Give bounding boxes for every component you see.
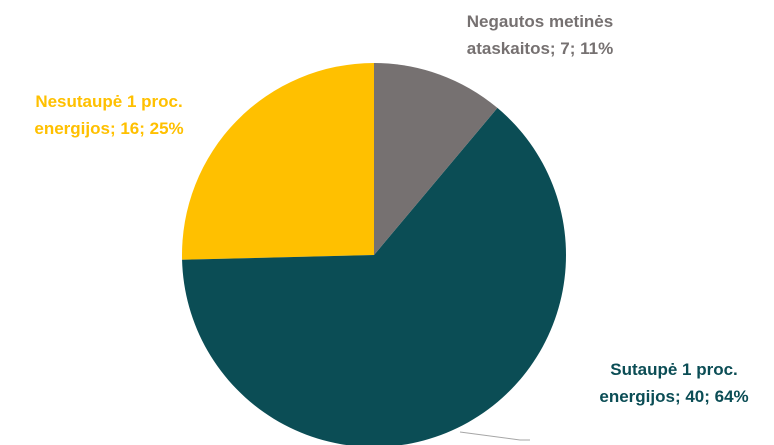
leader-line — [459, 431, 530, 441]
data-label: Negautos metinės ataskaitos; 7; 11% — [466, 12, 614, 58]
data-label: Nesutaupė 1 proc. energijos; 16; 25% — [34, 92, 184, 138]
pie-slice — [374, 63, 498, 255]
pie-slice — [182, 107, 566, 445]
pie-slice — [182, 63, 374, 260]
data-label: Sutaupė 1 proc. energijos; 40; 64% — [599, 360, 749, 406]
